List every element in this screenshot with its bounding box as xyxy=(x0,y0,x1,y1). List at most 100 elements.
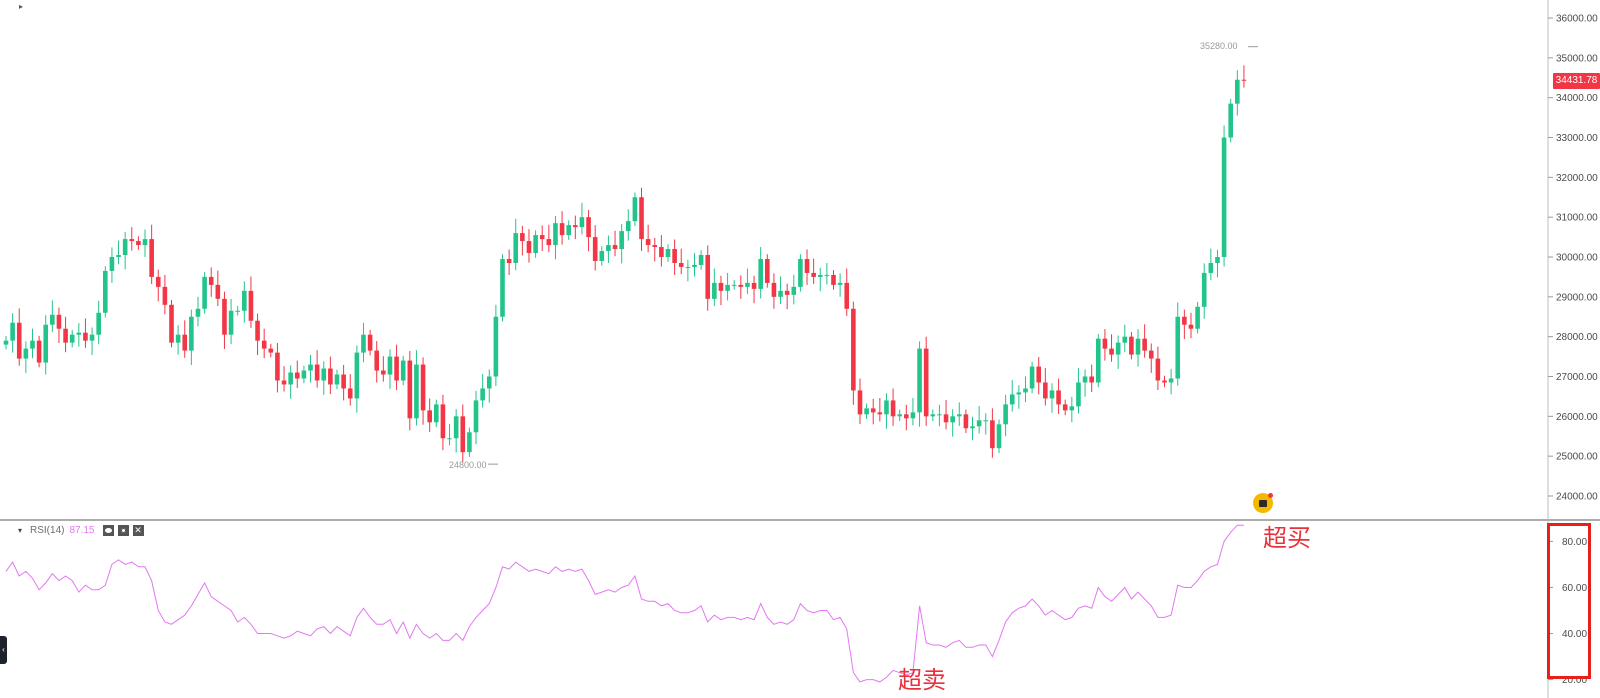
candle-body xyxy=(897,414,902,417)
eye-icon[interactable] xyxy=(102,524,114,536)
candle-body xyxy=(751,282,757,289)
rsi-tick-label: 20.00 xyxy=(1562,675,1587,686)
candle-body xyxy=(334,374,340,385)
candle-body xyxy=(864,408,869,415)
candle-body xyxy=(275,352,280,381)
calendar-icon xyxy=(1259,499,1267,507)
price-tick-label: 28000.00 xyxy=(1556,332,1598,343)
candle-body xyxy=(56,314,62,329)
candle-body xyxy=(169,304,174,343)
candle-body xyxy=(142,239,148,246)
candle-body xyxy=(811,272,816,277)
rsi-axis[interactable]: 20.00 40.00 60.00 80.00 xyxy=(1548,537,1587,686)
candle-body xyxy=(493,316,499,377)
candle-body xyxy=(917,348,922,413)
candle-body xyxy=(976,420,982,427)
candle-body xyxy=(910,412,916,419)
candle-body xyxy=(705,255,711,299)
candle-body xyxy=(771,282,777,297)
collapse-rsi-icon[interactable]: ▾ xyxy=(18,525,23,535)
oversold-label: 超卖 xyxy=(898,666,946,694)
candle-body xyxy=(215,284,221,299)
candle-body xyxy=(1102,338,1108,349)
settings-icon[interactable] xyxy=(117,524,129,536)
candle-body xyxy=(1208,262,1214,273)
rsi-series xyxy=(5,524,1244,683)
price-tick-label: 25000.00 xyxy=(1556,452,1598,463)
candlestick-series xyxy=(3,65,1247,462)
close-icon[interactable]: ✕ xyxy=(132,524,144,536)
candle-body xyxy=(367,334,373,351)
candle-body xyxy=(255,320,260,341)
collapse-caret-icon[interactable]: ▸ xyxy=(19,2,24,11)
candle-body xyxy=(202,276,207,309)
candle-body xyxy=(692,264,697,267)
rsi-axis-highlight-box xyxy=(1547,523,1591,679)
candle-body xyxy=(321,368,327,381)
candle-body xyxy=(731,284,737,286)
candle-body xyxy=(394,356,399,381)
high-low-markers xyxy=(488,46,1258,465)
candle-body xyxy=(566,225,571,236)
candle-body xyxy=(228,310,234,335)
candle-body xyxy=(1142,338,1147,351)
candle-body xyxy=(500,258,505,317)
candle-body xyxy=(712,282,717,299)
candle-body xyxy=(222,298,227,335)
candle-body xyxy=(486,376,492,389)
candle-body xyxy=(765,258,770,283)
candle-body xyxy=(1162,380,1167,383)
candle-body xyxy=(1129,336,1134,355)
candle-body xyxy=(400,360,406,381)
candle-body xyxy=(1215,257,1220,263)
candle-body xyxy=(136,241,141,246)
candle-body xyxy=(1069,406,1075,411)
candle-body xyxy=(195,308,201,317)
rsi-tick-label: 40.00 xyxy=(1562,629,1587,640)
candle-body xyxy=(460,416,466,453)
candle-body xyxy=(480,388,485,401)
price-axis[interactable]: 24000.00 25000.00 26000.00 27000.00 28000.00… xyxy=(1548,14,1598,503)
candle-body xyxy=(784,290,790,295)
candle-body xyxy=(837,282,843,285)
candle-body xyxy=(261,340,267,349)
candle-body xyxy=(76,332,82,335)
candle-body xyxy=(10,322,15,341)
candle-body xyxy=(1049,390,1055,399)
candle-body xyxy=(539,235,545,240)
candle-body xyxy=(579,217,585,228)
candle-body xyxy=(427,410,432,423)
candle-body xyxy=(877,412,883,415)
candle-body xyxy=(956,414,962,417)
candle-body xyxy=(645,239,651,246)
candle-body xyxy=(208,276,214,285)
price-tick-label: 27000.00 xyxy=(1556,372,1598,383)
candle-body xyxy=(758,258,763,289)
price-tick-label: 35000.00 xyxy=(1556,53,1598,64)
candle-body xyxy=(162,286,168,305)
candle-body xyxy=(155,276,161,287)
candle-body xyxy=(844,282,850,309)
overbought-label: 超买 xyxy=(1263,524,1311,552)
candle-body xyxy=(3,340,9,345)
candle-body xyxy=(738,284,744,287)
candle-body xyxy=(553,223,558,246)
candle-body xyxy=(1148,350,1154,359)
candle-body xyxy=(851,308,856,391)
candle-body xyxy=(586,217,591,238)
candle-body xyxy=(824,274,830,276)
candle-body xyxy=(798,258,803,287)
price-tick-label: 34000.00 xyxy=(1556,93,1598,104)
event-marker-icon[interactable] xyxy=(1253,493,1273,513)
candle-body xyxy=(526,241,532,254)
candle-body xyxy=(89,334,95,341)
price-tick-label: 29000.00 xyxy=(1556,292,1598,303)
candle-body xyxy=(659,247,664,257)
candle-body xyxy=(189,316,194,351)
candle-body xyxy=(440,404,446,439)
candle-body xyxy=(36,340,42,363)
panel-toggle-handle[interactable]: ‹ xyxy=(0,636,7,664)
candle-body xyxy=(1122,336,1128,343)
candle-body xyxy=(606,245,611,252)
